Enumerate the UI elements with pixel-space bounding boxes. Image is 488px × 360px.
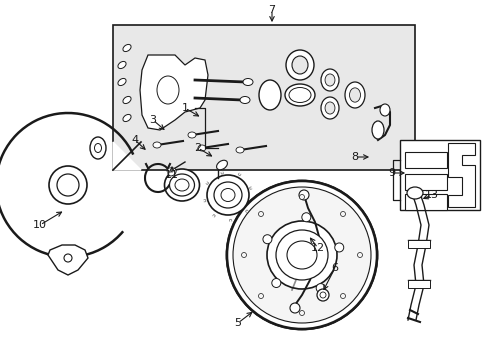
Ellipse shape	[316, 284, 325, 293]
Text: 11: 11	[164, 170, 179, 180]
Text: c: c	[202, 196, 206, 201]
Ellipse shape	[259, 80, 281, 110]
Ellipse shape	[64, 254, 72, 262]
Text: 7: 7	[268, 5, 275, 15]
Ellipse shape	[198, 145, 205, 151]
Text: 13: 13	[424, 190, 438, 200]
Text: 3: 3	[149, 115, 156, 125]
Ellipse shape	[345, 82, 364, 108]
Ellipse shape	[340, 211, 345, 216]
Text: 5: 5	[234, 318, 241, 328]
Ellipse shape	[122, 44, 131, 51]
Text: c: c	[210, 211, 216, 216]
Ellipse shape	[263, 235, 271, 244]
Ellipse shape	[266, 221, 336, 289]
Text: 6: 6	[331, 263, 338, 273]
Ellipse shape	[275, 230, 327, 280]
Ellipse shape	[285, 84, 314, 106]
Polygon shape	[113, 142, 141, 170]
Ellipse shape	[157, 76, 179, 104]
Ellipse shape	[340, 293, 345, 298]
Ellipse shape	[226, 181, 376, 329]
Ellipse shape	[232, 187, 370, 323]
Ellipse shape	[169, 174, 194, 196]
Ellipse shape	[153, 142, 161, 148]
Ellipse shape	[118, 78, 126, 86]
FancyBboxPatch shape	[113, 25, 414, 170]
Text: 4: 4	[131, 135, 138, 145]
Ellipse shape	[325, 74, 334, 86]
Ellipse shape	[122, 114, 131, 122]
Text: c: c	[248, 185, 253, 191]
Text: 2: 2	[194, 143, 201, 153]
Bar	[404, 174, 446, 190]
Bar	[407, 280, 429, 288]
Ellipse shape	[206, 175, 248, 215]
Ellipse shape	[299, 310, 304, 315]
Ellipse shape	[288, 87, 310, 103]
Bar	[404, 152, 446, 168]
Polygon shape	[447, 143, 474, 207]
Ellipse shape	[406, 187, 422, 199]
Text: 9: 9	[387, 168, 395, 178]
Ellipse shape	[175, 179, 189, 191]
Ellipse shape	[320, 69, 338, 91]
Bar	[404, 194, 446, 210]
Ellipse shape	[291, 56, 307, 74]
Text: c: c	[227, 217, 232, 221]
Ellipse shape	[301, 213, 310, 222]
Ellipse shape	[271, 279, 280, 288]
Text: 12: 12	[310, 243, 325, 253]
Ellipse shape	[258, 211, 263, 216]
Ellipse shape	[90, 137, 106, 159]
Text: c: c	[205, 179, 210, 184]
Ellipse shape	[243, 78, 252, 86]
Ellipse shape	[216, 160, 227, 170]
Ellipse shape	[286, 241, 316, 269]
Ellipse shape	[298, 190, 308, 200]
Ellipse shape	[258, 293, 263, 298]
Ellipse shape	[167, 168, 176, 176]
Ellipse shape	[236, 147, 244, 153]
Ellipse shape	[379, 104, 389, 116]
Text: 10: 10	[33, 220, 47, 230]
Polygon shape	[48, 245, 88, 275]
Bar	[407, 240, 429, 248]
Text: 8: 8	[351, 152, 358, 162]
Text: c: c	[237, 172, 243, 177]
Ellipse shape	[320, 97, 338, 119]
Ellipse shape	[334, 243, 343, 252]
Ellipse shape	[371, 121, 383, 139]
Ellipse shape	[285, 50, 313, 80]
Text: c: c	[243, 208, 248, 214]
Bar	[399, 140, 479, 210]
Ellipse shape	[164, 169, 199, 201]
Ellipse shape	[49, 166, 87, 204]
Ellipse shape	[118, 62, 126, 68]
Ellipse shape	[94, 144, 102, 153]
Text: c: c	[220, 170, 225, 174]
Ellipse shape	[357, 252, 362, 257]
Ellipse shape	[57, 174, 79, 196]
Polygon shape	[140, 55, 207, 130]
Ellipse shape	[319, 292, 325, 298]
Ellipse shape	[316, 289, 328, 301]
Ellipse shape	[325, 102, 334, 114]
Ellipse shape	[167, 168, 172, 172]
Ellipse shape	[214, 182, 242, 208]
Ellipse shape	[187, 132, 196, 138]
Ellipse shape	[349, 88, 360, 102]
Ellipse shape	[122, 96, 131, 104]
Ellipse shape	[221, 189, 235, 202]
Ellipse shape	[240, 96, 249, 104]
Ellipse shape	[289, 303, 299, 313]
Text: 1: 1	[181, 103, 188, 113]
Ellipse shape	[299, 194, 304, 199]
Ellipse shape	[241, 252, 246, 257]
